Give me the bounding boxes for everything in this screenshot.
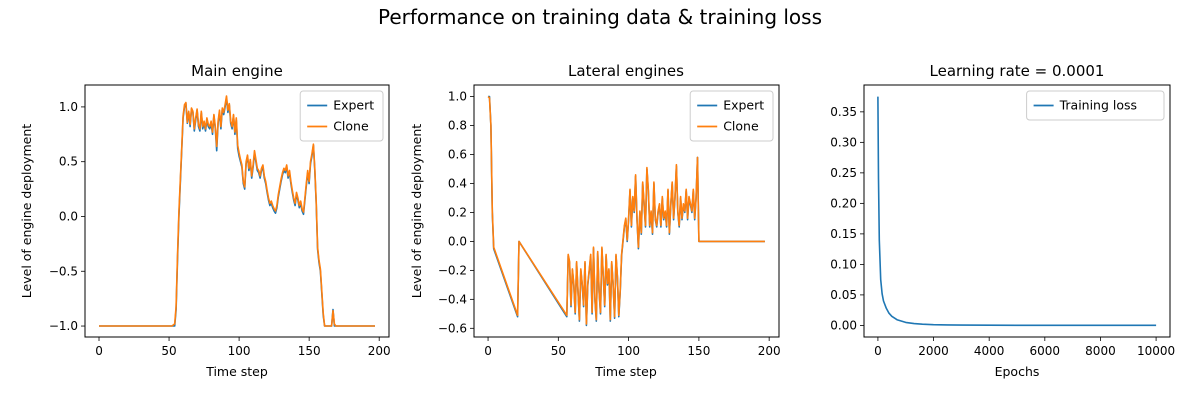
x-tick-label: 50 [551,344,566,358]
x-tick-label: 100 [617,344,640,358]
legend-box [299,90,384,142]
y-tick-label: 0.6 [448,148,467,162]
x-tick-label: 150 [687,344,710,358]
legend-entry: Expert [723,98,764,113]
x-tick-label: 100 [228,344,251,358]
x-tick-label: 4000 [974,344,1005,358]
y-tick-label: 0.10 [830,257,857,271]
y-tick-label: −1.0 [49,319,78,333]
y-tick-label: −0.6 [438,321,467,335]
x-tick-label: 2000 [918,344,949,358]
y-tick-label: −0.2 [438,263,467,277]
training-loss-chart: Learning rate = 0.0001 Epochs 0 2000 4000 6… [830,62,1175,379]
legend-entry: Training loss [1059,98,1137,113]
x-tick-label: 50 [161,344,176,358]
x-tick-label: 10000 [1137,344,1175,358]
y-axis-label-main-engine: Level of engine deployment [19,124,34,298]
x-tick-label: 0 [874,344,882,358]
series-line-clone [99,95,375,327]
legend-box [1026,90,1165,121]
figure-title: Performance on training data & training … [378,5,822,29]
y-tick-label: 0.15 [830,227,857,241]
chart-title-training-loss: Learning rate = 0.0001 [930,62,1105,80]
chart-title-lateral-engines: Lateral engines [568,62,684,80]
legend: Training loss [1026,90,1165,121]
x-axis-label-lateral-engines: Time step [594,364,657,379]
legend-entry: Clone [723,119,759,134]
y-tick-label: 0.8 [448,119,467,133]
legend-entry: Clone [333,119,369,134]
y-tick-label: 0.05 [830,288,857,302]
legend: Expert Clone [299,90,384,142]
y-tick-label: 0.20 [830,196,857,210]
y-tick-label: 0.35 [830,105,857,119]
y-tick-label: 0.0 [59,209,78,223]
y-tick-label: 1.0 [448,90,467,104]
y-tick-label: 0.0 [448,234,467,248]
legend-box [689,90,774,142]
y-tick-label: 0.5 [59,155,78,169]
legend: Expert Clone [689,90,774,142]
y-tick-label: 0.4 [448,176,467,190]
plot-frame [84,84,390,338]
x-tick-label: 200 [758,344,781,358]
lateral-engines-chart: Lateral engines Time step Level of engin… [409,62,781,379]
x-tick-label: 6000 [1030,344,1061,358]
y-tick-label: −0.4 [438,292,467,306]
y-tick-label: −0.5 [49,264,78,278]
y-tick-label: 0.30 [830,135,857,149]
chart-title-main-engine: Main engine [191,62,283,80]
x-tick-label: 8000 [1085,344,1116,358]
plot-frame [863,84,1171,338]
x-axis-label-main-engine: Time step [205,364,268,379]
series-line-training-loss [877,96,1157,327]
x-tick-label: 150 [298,344,321,358]
y-tick-label: 1.0 [59,100,78,114]
plot-frame [473,84,780,338]
y-axis-label-lateral-engines: Level of engine deployment [409,124,424,298]
y-tick-label: 0.25 [830,166,857,180]
x-tick-label: 200 [368,344,391,358]
y-tick-label: 0.2 [448,205,467,219]
x-tick-label: 0 [484,344,492,358]
y-tick-label: 0.00 [830,318,857,332]
x-tick-label: 0 [95,344,103,358]
legend-entry: Expert [333,98,374,113]
main-engine-chart: Main engine Time step Level of engine de… [19,62,391,379]
x-axis-label-training-loss: Epochs [995,364,1040,379]
series-line-clone [487,96,765,325]
